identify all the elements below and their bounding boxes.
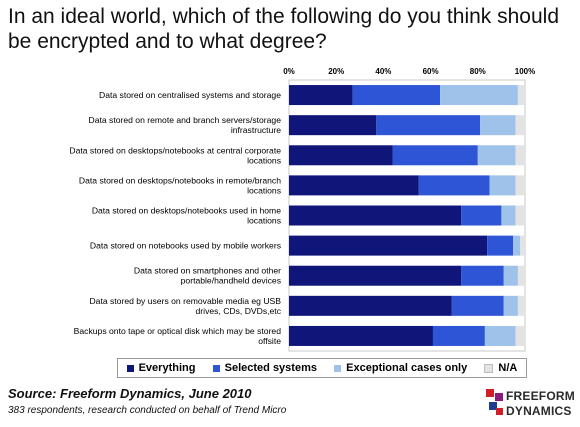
- logo-text-line1: FREEFORM: [506, 389, 575, 403]
- logo-mark-icon: [486, 389, 503, 415]
- bar-segment-selected-systems: [461, 265, 504, 286]
- x-tick-label: 0%: [283, 67, 295, 76]
- category-label: Data stored on smartphones and other port…: [134, 266, 281, 286]
- category-label: Data stored on centralised systems and s…: [99, 90, 281, 100]
- bar-segment-exceptional-cases-only: [503, 295, 518, 316]
- bar-segment-exceptional-cases-only: [484, 325, 516, 346]
- legend-item: Everything: [126, 362, 196, 374]
- bar-segment-selected-systems: [451, 295, 504, 316]
- bar-segment-everything: [289, 115, 377, 136]
- legend-swatch: [212, 364, 220, 372]
- bar-segment-selected-systems: [376, 115, 481, 136]
- legend-swatch: [126, 364, 134, 372]
- bar-segment-exceptional-cases-only: [477, 145, 516, 166]
- bar-segment-n-a: [517, 295, 525, 316]
- bar-segment-n-a: [515, 115, 525, 136]
- bar-segment-selected-systems: [432, 325, 485, 346]
- bar-segment-n-a: [515, 175, 525, 196]
- legend-label: N/A: [498, 362, 518, 374]
- legend-item: N/A: [484, 362, 517, 374]
- x-tick-label: 20%: [328, 67, 344, 76]
- bar-segment-n-a: [515, 325, 525, 346]
- legend-swatch: [334, 364, 342, 372]
- legend-label: Exceptional cases only: [346, 362, 468, 374]
- bar-segment-exceptional-cases-only: [440, 85, 518, 106]
- bar-segment-exceptional-cases-only: [480, 115, 516, 136]
- category-label: Data stored on desktops/notebooks at cen…: [69, 145, 281, 165]
- x-tick-label: 40%: [375, 67, 391, 76]
- legend-label: Selected systems: [224, 362, 317, 374]
- category-label: Data stored on remote and branch servers…: [88, 115, 281, 135]
- chart-legend: Everything Selected systems Exceptional ca…: [117, 358, 527, 378]
- bar-segment-n-a: [517, 85, 525, 106]
- bar-segment-selected-systems: [392, 145, 478, 166]
- chart-title: In an ideal world, which of the followin…: [8, 5, 560, 53]
- bar-segment-n-a: [515, 145, 525, 166]
- legend-item: Exceptional cases only: [334, 362, 467, 374]
- category-label: Data stored on desktops/notebooks in rem…: [79, 175, 281, 195]
- legend-label: Everything: [138, 362, 196, 374]
- bar-segment-everything: [289, 265, 462, 286]
- bar-segment-everything: [289, 175, 419, 196]
- bar-segment-n-a: [515, 205, 525, 226]
- logo-text-line2: DYNAMICS: [506, 404, 572, 418]
- bar-segment-exceptional-cases-only: [503, 265, 518, 286]
- x-tick-label: 100%: [515, 67, 535, 76]
- bar-segment-everything: [289, 85, 353, 106]
- bar-segment-everything: [289, 325, 433, 346]
- freeform-dynamics-logo: FREEFORM DYNAMICS: [486, 387, 578, 421]
- bar-segment-exceptional-cases-only: [513, 235, 521, 256]
- category-label: Backups onto tape or optical disk which …: [74, 326, 282, 346]
- legend-swatch: [484, 363, 494, 373]
- category-label: Data stored on notebooks used by mobile …: [90, 241, 281, 251]
- category-label: Data stored by users on removable media …: [89, 296, 281, 316]
- legend-item: Selected systems: [212, 362, 317, 374]
- bar-segment-everything: [289, 145, 393, 166]
- x-tick-label: 80%: [470, 67, 486, 76]
- bar-segment-n-a: [517, 265, 525, 286]
- bar-segment-selected-systems: [418, 175, 490, 196]
- bar-segment-everything: [289, 205, 462, 226]
- respondents-note: 383 respondents, research conducted on b…: [8, 405, 287, 416]
- bar-segment-selected-systems: [487, 235, 514, 256]
- bar-segment-selected-systems: [352, 85, 441, 106]
- bar-segment-exceptional-cases-only: [489, 175, 516, 196]
- bar-segment-exceptional-cases-only: [501, 205, 516, 226]
- bar-segment-everything: [289, 235, 488, 256]
- bar-segment-n-a: [520, 235, 525, 256]
- x-tick-label: 60%: [423, 67, 439, 76]
- category-label: Data stored on desktops/notebooks used i…: [92, 206, 281, 226]
- bar-segment-everything: [289, 295, 452, 316]
- source-text: Source: Freeform Dynamics, June 2010: [8, 386, 252, 401]
- bar-segment-selected-systems: [461, 205, 502, 226]
